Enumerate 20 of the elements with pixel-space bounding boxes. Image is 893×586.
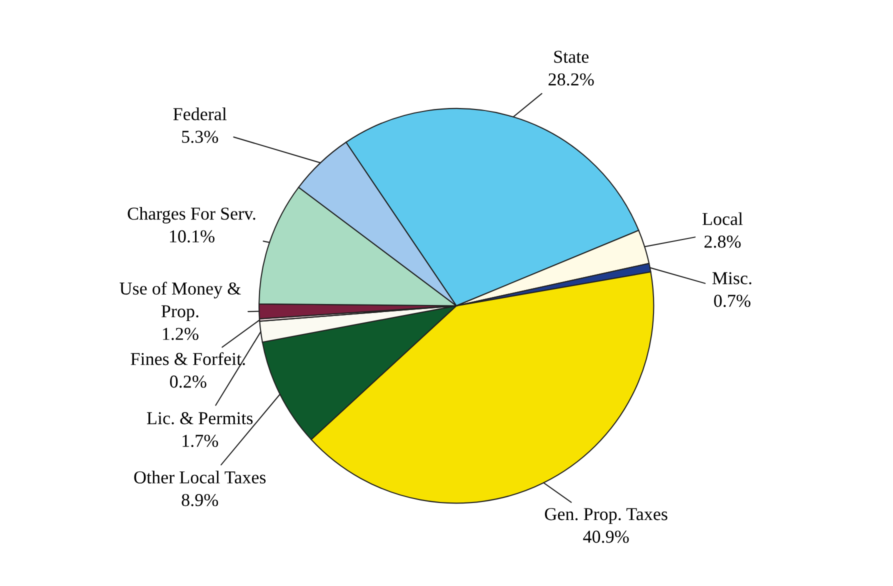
data-label: 28.2% [548,73,594,86]
slice-label: Gen. Prop. Taxes [544,508,668,524]
data-label: 40.9% [583,530,629,543]
data-label: 1.2% [163,328,198,340]
data-label: 0.7% [714,294,750,308]
slice-label: Lic. & Permits [146,412,253,424]
slice-label: Other Local Taxes [134,470,266,484]
data-label: 8.9% [182,494,218,506]
slice-label: State [554,50,589,63]
slice-label: Fines & Forfeit. [130,352,245,366]
slice-label: Misc. [712,272,752,284]
slice-label: Local [702,212,743,226]
slice-label: Federal [173,108,227,120]
slice-label: Use of Money & Prop. [120,282,241,322]
data-label: 1.7% [182,434,218,448]
data-label: 5.3% [182,130,218,143]
slice-label: Charges For Serv. [128,207,256,224]
data-label: 2.8% [704,236,741,248]
data-label: 0.2% [170,376,206,388]
data-label: 10.1% [170,230,214,243]
